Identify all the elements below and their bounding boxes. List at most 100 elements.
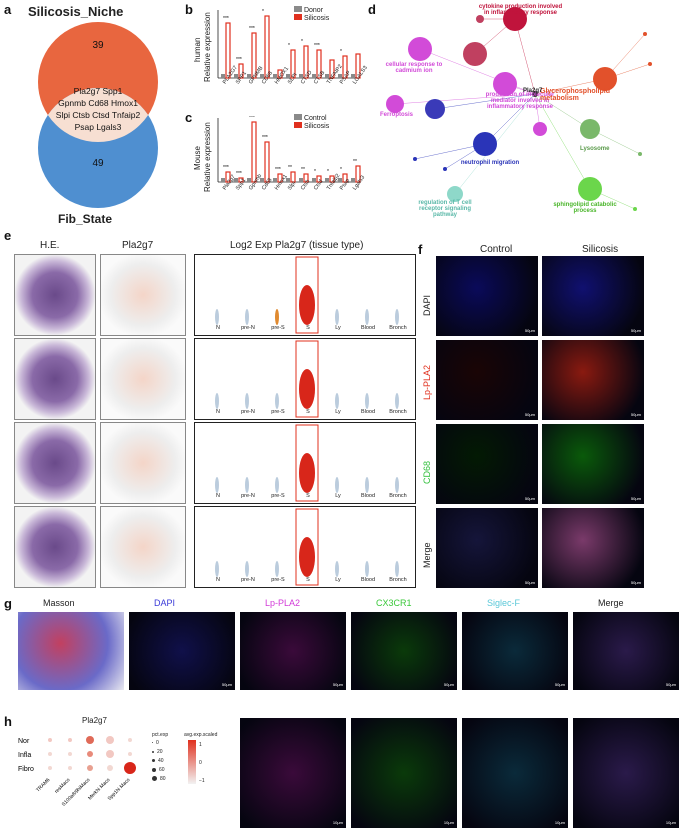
- panel-g-col-header: Masson: [43, 598, 75, 608]
- dotplot-dot: [87, 765, 93, 771]
- bar-control: [338, 178, 342, 182]
- violin-shape: [299, 537, 315, 577]
- hub-sphingolipid: [578, 177, 602, 201]
- bar-control: [273, 178, 277, 182]
- bar-case: [329, 59, 335, 79]
- scale-bar-label: 50μm: [524, 496, 535, 501]
- significance-mark: *: [262, 9, 264, 15]
- dotplot-dot: [106, 750, 114, 758]
- size-legend-item: 80: [152, 776, 166, 782]
- panel-label-h: h: [4, 714, 12, 729]
- dotplot-row-label: Nor: [18, 738, 30, 745]
- significance-mark: ***: [223, 165, 229, 171]
- dotplot-dot: [107, 765, 113, 771]
- panel-h-color-tick-1: 1: [199, 742, 202, 748]
- fluorescence-image: 50μm: [542, 508, 644, 588]
- significance-mark: *: [340, 167, 342, 173]
- bar-case: [342, 55, 348, 79]
- fluorescence-image: 50μm: [436, 424, 538, 504]
- violin-shape: [215, 393, 219, 409]
- venn-bottom-count: 49: [92, 158, 104, 169]
- scale-bar-label: 10μm: [665, 820, 676, 825]
- bar-control: [351, 74, 355, 78]
- scale-bar-label: 50μm: [524, 580, 535, 585]
- dotplot-dot: [48, 752, 52, 756]
- bar-control: [299, 178, 303, 182]
- panel-c-gene-labels: Pla2g7 Spp1 Gpnmb Cd68 Hmox1 Slpi Ctsb Ctsd Tnfa…: [214, 173, 374, 216]
- bar-control: [286, 178, 290, 182]
- violin-shape: [365, 477, 369, 493]
- violin-category-label: pre-N: [241, 409, 255, 415]
- panel-h-color-title: avg.exp.scaled: [184, 732, 218, 738]
- scale-bar-label: 50μm: [630, 580, 641, 585]
- violin-category-label: pre-S: [271, 409, 285, 415]
- venn-shared-line-3: Slpi Ctsb Ctsd Tnfaip2: [55, 110, 141, 120]
- panel-b-legend-case: Silicosis: [303, 15, 330, 22]
- significance-mark: *: [314, 169, 316, 175]
- panel-h-colorbar: [188, 740, 196, 784]
- violin-category-label: pre-S: [271, 493, 285, 499]
- panel-f-header-control: Control: [480, 244, 513, 255]
- panel-label-d: d: [368, 2, 376, 17]
- venn-bottom-label: Fib_State: [58, 212, 113, 226]
- fluorescence-image: 50μm: [542, 424, 644, 504]
- violin-category-label: S: [306, 577, 310, 583]
- significance-mark: ***: [223, 16, 229, 22]
- bar-case: [238, 63, 244, 79]
- violin-shape: [215, 477, 219, 493]
- violin-shape: [365, 393, 369, 409]
- bar-case: [238, 177, 244, 183]
- significance-mark: **: [353, 159, 357, 165]
- hub-label-tcr: regulation of T cell receptor signaling …: [418, 200, 472, 218]
- he-tissue-image: [14, 506, 96, 588]
- hub-neutrophil: [473, 132, 497, 156]
- violin-category-label: pre-S: [271, 325, 285, 331]
- violin-category-label: pre-S: [271, 577, 285, 583]
- panel-h-color-tick-neg1: −1: [199, 778, 205, 784]
- pla2g7-spatial-image: [100, 338, 186, 420]
- center-gene-node: [532, 91, 538, 97]
- bar-control: [260, 178, 264, 182]
- scale-bar-label: 50μm: [554, 682, 565, 687]
- venn-shared-line-1: Pla2g7 Spp1: [73, 86, 123, 96]
- fluorescence-image: 50μm: [436, 508, 538, 588]
- hub-lysosome: [580, 119, 600, 139]
- hub-ferroptosis: [386, 95, 404, 113]
- violin-shape: [245, 309, 249, 325]
- bar-control: [286, 74, 290, 78]
- size-legend-item: 20: [152, 749, 163, 755]
- bar-case: [277, 69, 283, 79]
- panel-h-color-tick-0: 0: [199, 760, 202, 766]
- dotplot-dot: [128, 738, 132, 742]
- panel-f-header-silicosis: Silicosis: [582, 244, 619, 255]
- size-legend-label: 60: [159, 767, 165, 773]
- bar-case: [264, 141, 270, 183]
- violin-shape: [395, 477, 399, 493]
- violin-category-label: Bronch: [389, 577, 407, 583]
- hub-glycerophospholipid: [593, 67, 617, 91]
- pla2g7-spatial-image: [100, 254, 186, 336]
- dotplot-col-label: TRAM6: [35, 777, 51, 793]
- highlight-box-s: [295, 424, 319, 502]
- bar-case: [290, 49, 296, 79]
- hub-tcr: [447, 186, 463, 202]
- panel-b-gene-labels: PLA2G7 SPP1 GPNMB CD68 HMOX1 SLPI CTSD CTSB TNFA…: [214, 64, 374, 110]
- bar-control: [247, 74, 251, 78]
- violin-category-label: Blood: [360, 577, 376, 583]
- panel-g-image: 50μm: [129, 612, 235, 690]
- panel-b-legend: Donor Silicosis: [294, 6, 329, 22]
- he-tissue-image: [14, 254, 96, 336]
- bar-case: [329, 175, 335, 183]
- panel-label-e: e: [4, 228, 12, 243]
- scale-bar-label: 50μm: [524, 412, 535, 417]
- significance-mark: ***: [236, 171, 242, 177]
- panel-c-species: Mouse: [193, 145, 202, 170]
- panel-g-zoom-image: 10μm: [573, 718, 679, 828]
- panel-g-col-header: CX3CR1: [376, 598, 412, 608]
- violin-shape: [395, 309, 399, 325]
- scale-bar-label: 10μm: [332, 820, 343, 825]
- bar-control: [273, 74, 277, 78]
- violin-shape: [299, 285, 315, 325]
